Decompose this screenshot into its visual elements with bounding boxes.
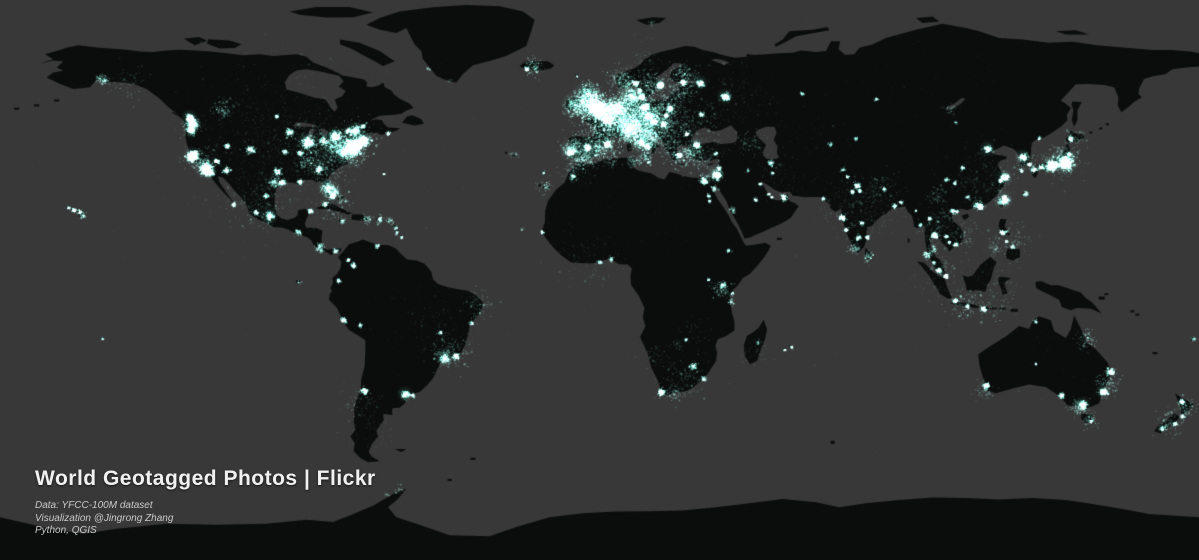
world-map-canvas <box>0 0 1199 560</box>
world-map: World Geotagged Photos | Flickr Data: YF… <box>0 0 1199 560</box>
